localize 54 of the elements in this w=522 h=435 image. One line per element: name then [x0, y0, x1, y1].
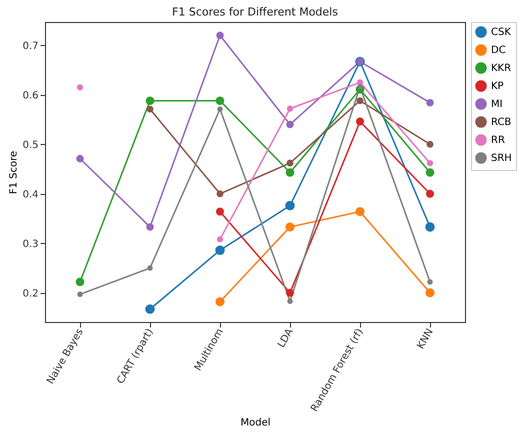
y-tick-label: 0.2: [22, 288, 38, 300]
point: [426, 160, 434, 166]
point: [286, 120, 294, 128]
legend-label: RR: [491, 135, 505, 146]
point: [426, 168, 434, 177]
point: [216, 96, 224, 105]
point: [215, 297, 225, 306]
legend-label: KP: [491, 81, 504, 92]
point: [286, 168, 294, 177]
point: [216, 32, 224, 40]
point: [426, 98, 434, 106]
y-tick-label: 0.4: [22, 189, 38, 200]
point: [215, 245, 225, 255]
point: [76, 84, 84, 90]
point: [356, 97, 364, 104]
point: [427, 279, 433, 285]
legend-label: DC: [491, 45, 506, 56]
point: [217, 106, 223, 112]
point: [357, 84, 363, 90]
point: [426, 140, 434, 148]
point: [355, 207, 365, 216]
point: [425, 222, 435, 232]
point: [76, 278, 84, 286]
point: [286, 106, 294, 112]
point: [356, 118, 364, 126]
point: [287, 298, 293, 304]
legend-label: CSK: [491, 27, 512, 38]
point: [286, 160, 294, 167]
point: [426, 190, 434, 198]
legend-label: MI: [491, 99, 503, 110]
x-axis-title: Model: [240, 417, 271, 428]
y-axis-title: F1 Score: [8, 150, 20, 194]
legend-label: KKR: [491, 63, 512, 74]
point: [146, 96, 154, 105]
point: [147, 265, 153, 271]
point: [425, 288, 435, 298]
chart-title: F1 Scores for Different Models: [172, 6, 338, 18]
y-tick-label: 0.3: [22, 238, 38, 250]
legend-label: SRH: [491, 153, 512, 164]
y-tick-label: 0.5: [22, 140, 38, 151]
point: [216, 208, 224, 216]
y-tick-label: 0.7: [22, 40, 38, 52]
point: [76, 154, 84, 162]
y-tick-label: 0.6: [22, 90, 38, 102]
point: [285, 200, 295, 210]
point: [146, 223, 154, 231]
point: [286, 288, 294, 297]
point: [216, 190, 224, 198]
point: [145, 304, 155, 314]
point: [77, 292, 83, 298]
legend-label: RCB: [491, 117, 512, 128]
point: [146, 106, 154, 113]
point: [216, 236, 224, 242]
point: [285, 222, 295, 232]
